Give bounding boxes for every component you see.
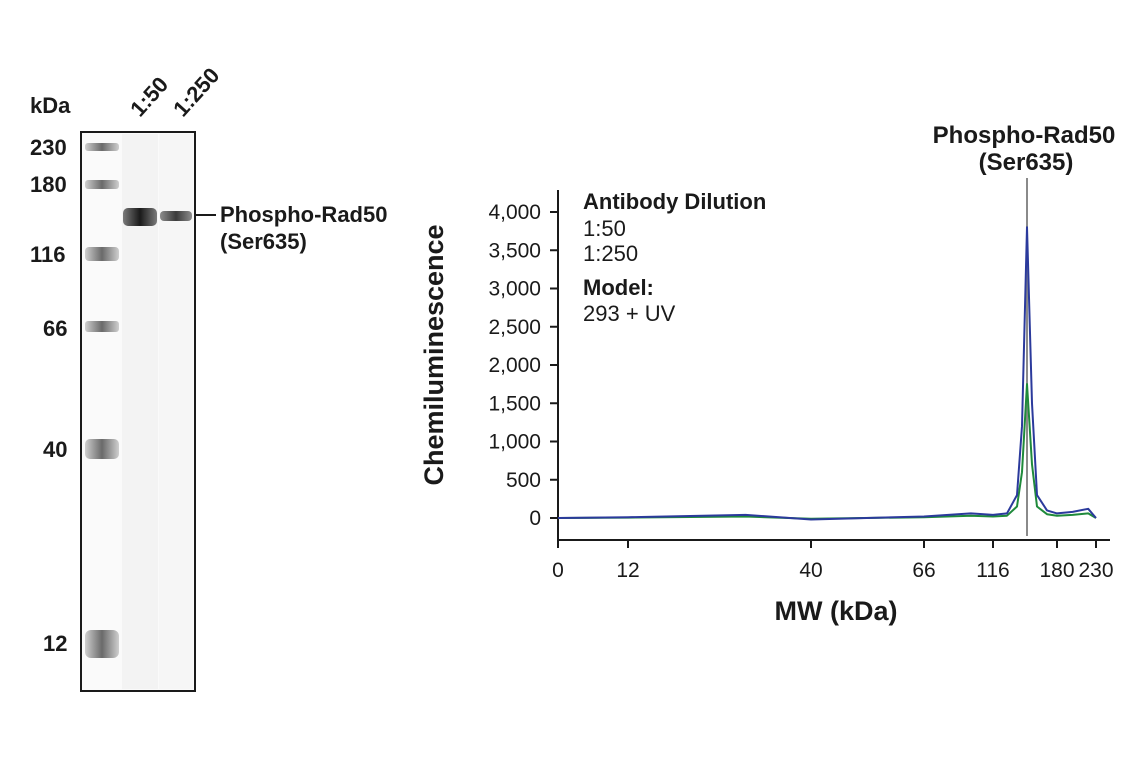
y-tick-label: 3,500 xyxy=(488,239,541,262)
y-tick-label: 0 xyxy=(529,507,541,530)
lane-2-bg xyxy=(159,134,193,689)
marker-label-40: 40 xyxy=(43,437,67,462)
series-layer xyxy=(557,226,1097,521)
ladder-band-12 xyxy=(85,630,119,658)
lane-label-2: 1:250 xyxy=(168,63,224,122)
x-tick-label: 66 xyxy=(912,559,935,582)
model-label: Model: xyxy=(583,275,654,300)
legend-entry-1-250: 1:250 xyxy=(583,241,638,266)
band-label-line1: Phospho-Rad50 xyxy=(220,202,387,227)
y-ticks: 0 500 1,000 1,500 2,000 2,500 3,000 3,500 4,000 xyxy=(488,201,558,530)
sample-band-1-250 xyxy=(160,211,192,221)
x-tick-label: 230 xyxy=(1078,559,1113,582)
ladder-band-180 xyxy=(85,180,119,189)
marker-label-230: 230 xyxy=(30,135,67,160)
ladder-band-116 xyxy=(85,247,119,261)
ladder-band-230 xyxy=(85,143,119,151)
peak-label-line2: (Ser635) xyxy=(979,149,1074,176)
x-ticks: 0 12 40 66 116 180 230 xyxy=(552,540,1114,582)
y-axis-title: Chemiluminescence xyxy=(419,224,449,485)
ladder-band-66 xyxy=(85,321,119,332)
legend-title: Antibody Dilution xyxy=(583,189,766,214)
model-value: 293 + UV xyxy=(583,301,676,326)
x-axis-title: MW (kDa) xyxy=(775,596,898,626)
sample-band-1-50 xyxy=(123,208,157,226)
y-tick-label: 500 xyxy=(506,469,541,492)
kda-label: kDa xyxy=(30,93,71,118)
marker-label-66: 66 xyxy=(43,316,67,341)
legend-entry-1-50: 1:50 xyxy=(583,216,626,241)
lane-1-bg xyxy=(122,134,158,689)
peak-label-line1: Phospho-Rad50 xyxy=(933,122,1116,149)
x-tick-label: 180 xyxy=(1039,559,1074,582)
y-tick-label: 1,000 xyxy=(488,431,541,454)
marker-label-116: 116 xyxy=(30,242,66,267)
x-tick-label: 0 xyxy=(552,559,564,582)
y-tick-label: 3,000 xyxy=(488,278,541,301)
band-label-line2: (Ser635) xyxy=(220,229,307,254)
y-tick-label: 1,500 xyxy=(488,392,541,415)
y-tick-label: 4,000 xyxy=(488,201,541,224)
series-line-1-50 xyxy=(557,226,1097,521)
y-tick-label: 2,500 xyxy=(488,316,541,339)
x-tick-label: 12 xyxy=(616,559,639,582)
gel-panel: kDa 1:50 1:250 230 180 116 66 40 12 Phos… xyxy=(30,63,387,692)
marker-label-180: 180 xyxy=(30,172,67,197)
lane-label-1: 1:50 xyxy=(125,72,173,121)
chart-panel: Chemiluminescence 0 500 1,000 1,500 2,000 2,5… xyxy=(419,122,1115,626)
ladder-band-40 xyxy=(85,439,119,459)
x-tick-label: 116 xyxy=(976,559,1009,582)
marker-label-12: 12 xyxy=(43,631,67,656)
y-tick-label: 2,000 xyxy=(488,354,541,377)
x-tick-label: 40 xyxy=(799,559,822,582)
